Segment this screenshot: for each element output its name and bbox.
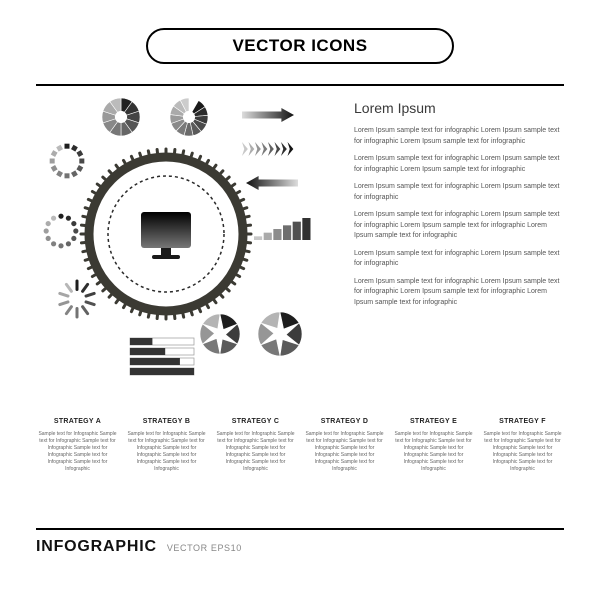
aperture-icon bbox=[258, 312, 302, 356]
strategy-title: STRATEGY F bbox=[481, 418, 564, 425]
spinner-dashes-icon bbox=[60, 281, 94, 317]
lorem-paragraph: Lorem Ipsum sample text for infographic … bbox=[354, 182, 564, 203]
arrow-right-icon bbox=[242, 108, 294, 122]
strategy-title: STRATEGY E bbox=[392, 418, 475, 425]
icons-canvas bbox=[36, 94, 336, 414]
strategy-body: Sample text for Infographic Sample text … bbox=[36, 431, 119, 473]
divider-top bbox=[36, 84, 564, 86]
monitor-icon bbox=[141, 212, 191, 248]
strategy-body: Sample text for Infographic Sample text … bbox=[214, 431, 297, 473]
strategy-title: STRATEGY B bbox=[125, 418, 208, 425]
strategy-body: Sample text for Infographic Sample text … bbox=[303, 431, 386, 473]
spinner-dots-icon bbox=[44, 214, 79, 249]
strategy-body: Sample text for Infographic Sample text … bbox=[125, 431, 208, 473]
strategy-title: STRATEGY D bbox=[303, 418, 386, 425]
horizontal-bars-icon bbox=[130, 338, 194, 375]
strategy-column: STRATEGY B Sample text for Infographic Sa… bbox=[125, 418, 208, 473]
lorem-paragraph: Lorem Ipsum sample text for infographic … bbox=[354, 210, 564, 242]
pie-icon bbox=[102, 98, 140, 136]
step-bars-icon bbox=[254, 218, 311, 240]
lorem-paragraphs: Lorem Ipsum sample text for infographic … bbox=[354, 126, 564, 308]
arrow-left-icon bbox=[246, 176, 298, 190]
strategy-column: STRATEGY C Sample text for Infographic Sa… bbox=[214, 418, 297, 473]
lorem-paragraph: Lorem Ipsum sample text for infographic … bbox=[354, 277, 564, 309]
strategy-title: STRATEGY C bbox=[214, 418, 297, 425]
main-section: Lorem Ipsum Lorem Ipsum sample text for … bbox=[36, 94, 564, 414]
strategies-row: STRATEGY A Sample text for Infographic Sa… bbox=[36, 418, 564, 473]
gear-icon bbox=[81, 149, 251, 319]
strategy-column: STRATEGY E Sample text for Infographic Sa… bbox=[392, 418, 475, 473]
strategy-body: Sample text for Infographic Sample text … bbox=[392, 431, 475, 473]
strategy-column: STRATEGY A Sample text for Infographic Sa… bbox=[36, 418, 119, 473]
strategy-column: STRATEGY D Sample text for Infographic Sa… bbox=[303, 418, 386, 473]
strategy-column: STRATEGY F Sample text for Infographic Sa… bbox=[481, 418, 564, 473]
shutter-icon bbox=[200, 314, 240, 354]
text-area: Lorem Ipsum Lorem Ipsum sample text for … bbox=[336, 94, 564, 414]
strategy-body: Sample text for Infographic Sample text … bbox=[481, 431, 564, 473]
arrow-chevrons-icon bbox=[242, 142, 293, 156]
divider-bottom bbox=[36, 528, 564, 530]
spinner-squares-icon bbox=[50, 144, 85, 179]
pie-slices-icon bbox=[170, 98, 208, 136]
footer-label: INFOGRAPHIC bbox=[36, 538, 157, 556]
footer: INFOGRAPHIC VECTOR EPS10 bbox=[36, 538, 564, 556]
header-title: VECTOR ICONS bbox=[232, 36, 367, 56]
graphic-area bbox=[36, 94, 336, 414]
lorem-heading: Lorem Ipsum bbox=[354, 100, 564, 116]
lorem-paragraph: Lorem Ipsum sample text for infographic … bbox=[354, 126, 564, 147]
footer-sub: VECTOR EPS10 bbox=[167, 543, 242, 553]
strategy-title: STRATEGY A bbox=[36, 418, 119, 425]
header-pill: VECTOR ICONS bbox=[146, 28, 454, 64]
lorem-paragraph: Lorem Ipsum sample text for infographic … bbox=[354, 154, 564, 175]
lorem-paragraph: Lorem Ipsum sample text for infographic … bbox=[354, 249, 564, 270]
